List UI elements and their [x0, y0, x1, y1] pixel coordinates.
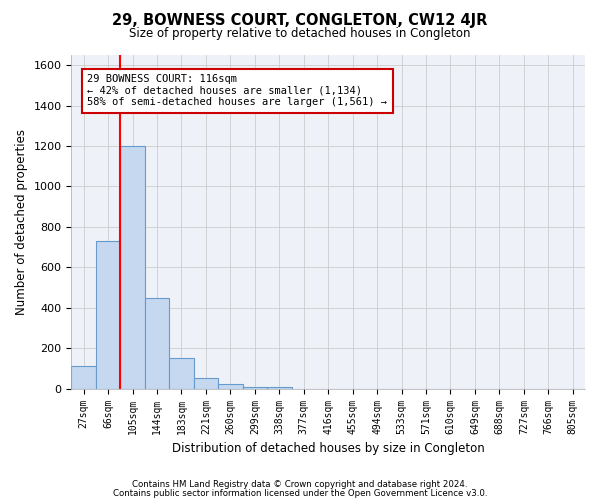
- Bar: [267, 387, 292, 388]
- Bar: [218, 384, 242, 388]
- Text: 29 BOWNESS COURT: 116sqm
← 42% of detached houses are smaller (1,134)
58% of sem: 29 BOWNESS COURT: 116sqm ← 42% of detach…: [87, 74, 387, 108]
- Bar: [96, 241, 121, 388]
- Text: Size of property relative to detached houses in Congleton: Size of property relative to detached ho…: [129, 28, 471, 40]
- Bar: [169, 358, 194, 388]
- Y-axis label: Number of detached properties: Number of detached properties: [15, 129, 28, 315]
- Bar: [71, 366, 96, 388]
- Bar: [242, 387, 267, 388]
- Bar: [121, 146, 145, 388]
- Text: Contains HM Land Registry data © Crown copyright and database right 2024.: Contains HM Land Registry data © Crown c…: [132, 480, 468, 489]
- Bar: [145, 298, 169, 388]
- Text: Contains public sector information licensed under the Open Government Licence v3: Contains public sector information licen…: [113, 488, 487, 498]
- Text: 29, BOWNESS COURT, CONGLETON, CW12 4JR: 29, BOWNESS COURT, CONGLETON, CW12 4JR: [112, 12, 488, 28]
- Bar: [194, 378, 218, 388]
- X-axis label: Distribution of detached houses by size in Congleton: Distribution of detached houses by size …: [172, 442, 485, 455]
